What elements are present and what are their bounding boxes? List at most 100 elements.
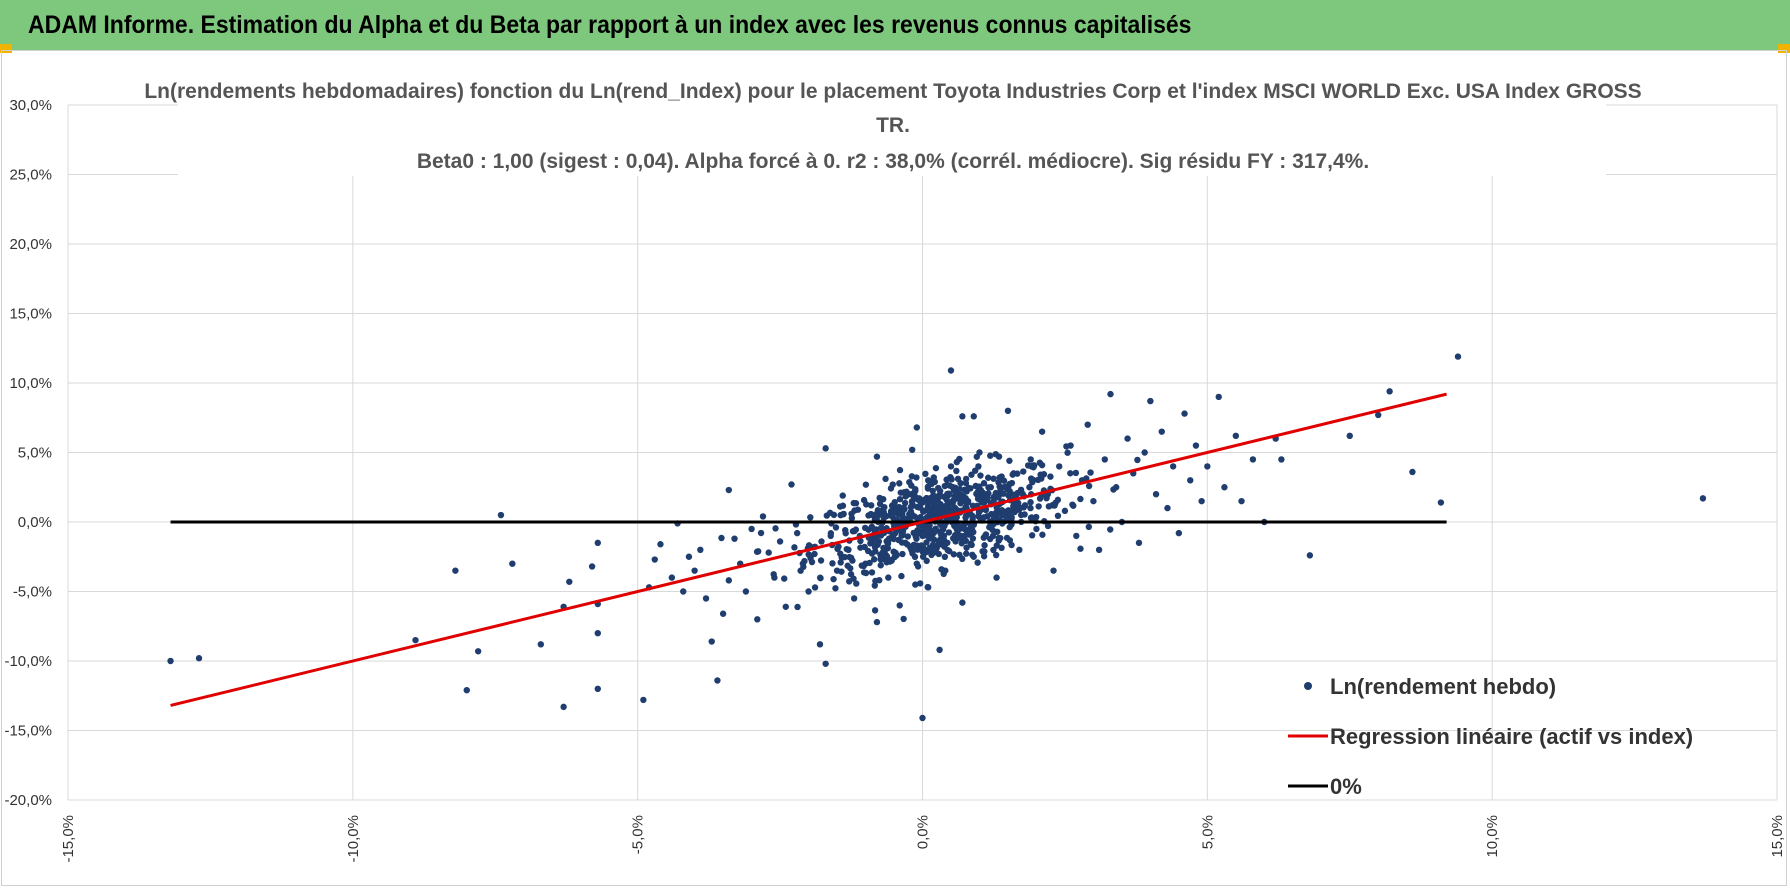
chart-title-line-2: TR. [876,114,910,137]
scatter-point [1198,497,1205,505]
scatter-point [801,557,808,565]
scatter-point [594,539,601,547]
scatter-point [827,530,835,537]
scatter-point [680,588,687,595]
scatter-point [1027,456,1034,463]
scatter-point [497,511,505,519]
chart-title-line-3: Beta0 : 1,00 (sigest : 0,04). Alpha forc… [417,150,1369,173]
y-tick-label: 0,0% [18,514,52,531]
scatter-point [830,575,837,583]
scatter-point [899,512,906,519]
scatter-point [714,677,721,684]
scatter-point [887,485,895,492]
scatter-point [871,543,879,551]
y-axis-tick-labels: 30,0% 25,0% 20,0% 15,0% 10,0% 5,0% 0,0% -5,0% -1… [4,97,52,809]
scatter-point [1141,449,1148,456]
scatter-point [913,424,921,431]
corner-accent-right [1778,44,1790,53]
scatter-point [753,548,761,555]
scatter-point [1158,428,1165,435]
scatter-point [924,485,932,492]
scatter-point [962,494,969,502]
scatter-point [1085,523,1093,531]
scatter-point [594,630,601,637]
scatter-point [876,494,883,502]
scatter-point [953,526,961,533]
scatter-point [917,580,924,587]
scatter-point [860,569,868,576]
scatter-point [560,703,567,711]
scatter-point [981,542,988,549]
scatter-point [1064,449,1071,456]
scatter-point [1061,507,1069,515]
scatter-point [1000,477,1008,484]
scatter-point [993,542,1000,549]
scatter-point [837,559,844,566]
scatter-point [1026,484,1033,491]
scatter-point [866,559,873,567]
scatter-point [936,646,943,654]
scatter-point [537,641,545,648]
scatter-point [847,565,854,572]
scatter-point [195,655,203,662]
scatter-point [952,491,959,498]
scatter-point [1437,499,1445,506]
scatter-point [969,551,976,559]
x-tick-label: 5,0% [1199,815,1216,849]
scatter-point [805,542,813,549]
scatter-point [1051,502,1058,509]
scatter-point [793,529,801,537]
report-title: ADAM Informe. Estimation du Alpha et du … [28,10,1192,39]
scatter-point [850,595,858,602]
scatter-point [1278,456,1285,463]
scatter-point [993,574,1000,581]
scatter-point [1044,522,1052,530]
scatter-point [885,536,892,544]
scatter-point [848,510,855,518]
scatter-point [1375,411,1382,419]
scatter-point [1409,468,1416,476]
scatter-point [950,497,957,505]
scatter-points [167,353,1707,722]
scatter-point [725,486,733,494]
scatter-point [871,582,878,589]
scatter-point [980,534,987,541]
scatter-point [887,556,894,564]
scatter-point [811,584,819,591]
scatter-point [885,574,892,581]
scatter-point [868,550,876,557]
scatter-point [781,575,788,582]
scatter-point [852,500,860,507]
scatter-point [912,581,919,588]
scatter-point [1152,491,1160,498]
scatter-point [882,475,889,483]
scatter-point [1346,432,1353,440]
scatter-point [947,367,955,374]
scatter-point [1054,512,1062,520]
scatter-point [847,571,855,578]
scatter-point [969,535,977,542]
scatter-point [955,532,962,540]
scatter-point [1085,482,1093,490]
scatter-point [981,548,988,555]
scatter-point [914,527,921,534]
legend-label-regression: Regression linéaire (actif vs index) [1330,724,1693,749]
scatter-point [822,445,829,452]
scatter-point [1454,353,1462,360]
scatter-point [788,481,795,488]
scatter-point [1101,456,1108,463]
x-tick-label: -5,0% [630,815,647,854]
scatter-point [167,657,174,665]
scatter-point [1192,442,1200,449]
legend-label-points: Ln(rendement hebdo) [1330,674,1556,699]
scatter-point [968,471,975,478]
scatter-point [1008,514,1015,521]
scatter-point [776,538,784,545]
y-tick-label: 30,0% [9,97,52,114]
corner-accent-left [0,44,12,53]
scatter-point [1003,534,1011,542]
scatter-point [930,498,938,506]
scatter-point [980,480,988,487]
scatter-point [983,492,990,500]
